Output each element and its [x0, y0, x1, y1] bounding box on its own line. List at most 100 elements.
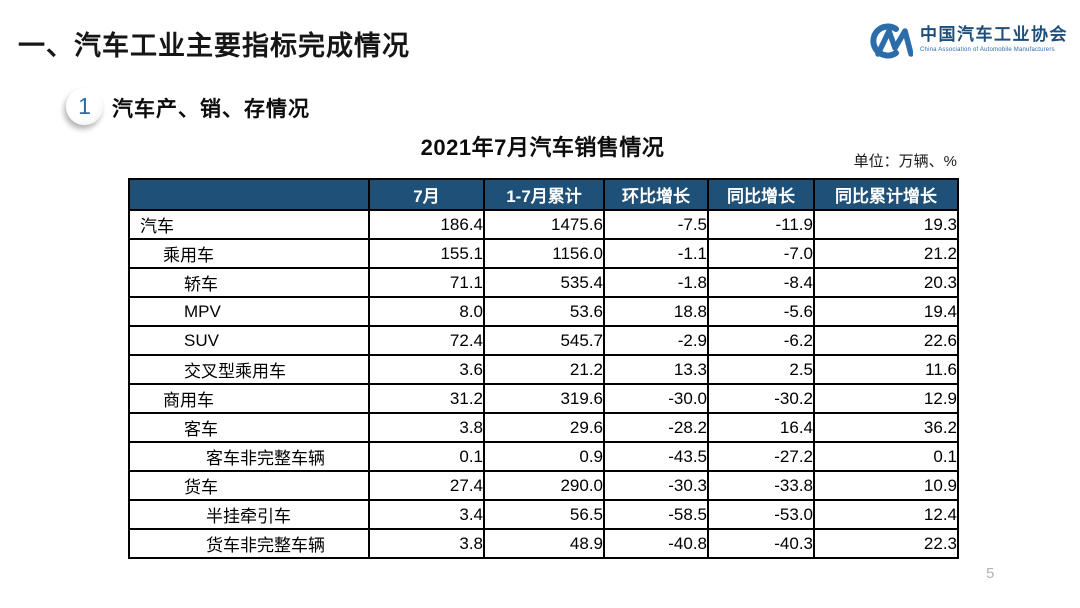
value-cell: 12.4: [813, 499, 959, 530]
row-label: 客车: [128, 412, 370, 443]
value-cell: 3.8: [368, 412, 485, 443]
value-cell: 21.2: [813, 238, 959, 269]
value-cell: 2.5: [707, 354, 815, 385]
unit-label: 单位：万辆、%: [853, 153, 957, 170]
page-number: 5: [986, 565, 995, 582]
value-cell: -43.5: [603, 441, 709, 472]
value-cell: -2.9: [603, 325, 709, 356]
row-label: MPV: [128, 296, 370, 327]
value-cell: 186.4: [368, 209, 485, 240]
table-row: 汽车 186.4 1475.6 -7.5 -11.9 19.3: [128, 209, 959, 240]
row-label: 半挂牵引车: [128, 499, 370, 530]
row-label: 商用车: [128, 383, 370, 414]
row-label: 货车: [128, 470, 370, 501]
value-cell: 0.9: [483, 441, 605, 472]
value-cell: 535.4: [483, 267, 605, 298]
value-cell: 0.1: [813, 441, 959, 472]
value-cell: 27.4: [368, 470, 485, 501]
table-row: SUV 72.4 545.7 -2.9 -6.2 22.6: [128, 325, 959, 356]
value-cell: 13.3: [603, 354, 709, 385]
value-cell: 53.6: [483, 296, 605, 327]
value-cell: -27.2: [707, 441, 815, 472]
value-cell: 22.6: [813, 325, 959, 356]
row-label: 货车非完整车辆: [128, 528, 370, 559]
value-cell: -40.3: [707, 528, 815, 559]
value-cell: -7.5: [603, 209, 709, 240]
value-cell: 20.3: [813, 267, 959, 298]
sales-table: 7月 1-7月累计 环比增长 同比增长 同比累计增长 汽车 186.4 1475.6 -7.5…: [128, 178, 959, 559]
value-cell: 1156.0: [483, 238, 605, 269]
column-header: 同比累计增长: [813, 178, 959, 211]
value-cell: 18.8: [603, 296, 709, 327]
value-cell: -58.5: [603, 499, 709, 530]
value-cell: -1.8: [603, 267, 709, 298]
column-header: 1-7月累计: [483, 178, 605, 211]
value-cell: -7.0: [707, 238, 815, 269]
value-cell: -8.4: [707, 267, 815, 298]
value-cell: 8.0: [368, 296, 485, 327]
value-cell: 3.6: [368, 354, 485, 385]
value-cell: 29.6: [483, 412, 605, 443]
table-row: 客车非完整车辆 0.1 0.9 -43.5 -27.2 0.1: [128, 441, 959, 472]
value-cell: -30.0: [603, 383, 709, 414]
table-row: 交叉型乘用车 3.6 21.2 13.3 2.5 11.6: [128, 354, 959, 385]
value-cell: 56.5: [483, 499, 605, 530]
table-title: 2021年7月汽车销售情况: [420, 135, 665, 160]
logo-name-cn: 中国汽车工业协会: [920, 25, 1068, 44]
value-cell: 19.4: [813, 296, 959, 327]
value-cell: 545.7: [483, 325, 605, 356]
value-cell: 21.2: [483, 354, 605, 385]
logo-name-en: China Association of Automobile Manufact…: [920, 47, 1055, 53]
value-cell: 3.8: [368, 528, 485, 559]
table-row: MPV 8.0 53.6 18.8 -5.6 19.4: [128, 296, 959, 327]
table-body: 汽车 186.4 1475.6 -7.5 -11.9 19.3 乘用车 155.1 1156.0…: [128, 209, 959, 559]
table-row: 货车非完整车辆 3.8 48.9 -40.8 -40.3 22.3: [128, 528, 959, 559]
section-title: 汽车产、销、存情况: [112, 98, 310, 121]
value-cell: 12.9: [813, 383, 959, 414]
value-cell: 72.4: [368, 325, 485, 356]
row-label: SUV: [128, 325, 370, 356]
value-cell: 71.1: [368, 267, 485, 298]
row-label: 轿车: [128, 267, 370, 298]
value-cell: 1475.6: [483, 209, 605, 240]
table-row: 客车 3.8 29.6 -28.2 16.4 36.2: [128, 412, 959, 443]
row-label: 客车非完整车辆: [128, 441, 370, 472]
section-number: 1: [78, 93, 91, 119]
column-header: 7月: [368, 178, 485, 211]
row-label: 交叉型乘用车: [128, 354, 370, 385]
value-cell: 155.1: [368, 238, 485, 269]
table-header-row: 7月 1-7月累计 环比增长 同比增长 同比累计增长: [128, 178, 959, 211]
value-cell: -6.2: [707, 325, 815, 356]
value-cell: -5.6: [707, 296, 815, 327]
value-cell: -28.2: [603, 412, 709, 443]
value-cell: -1.1: [603, 238, 709, 269]
column-header: 同比增长: [707, 178, 815, 211]
value-cell: -40.8: [603, 528, 709, 559]
value-cell: -53.0: [707, 499, 815, 530]
row-label: 乘用车: [128, 238, 370, 269]
value-cell: 48.9: [483, 528, 605, 559]
table-row: 商用车 31.2 319.6 -30.0 -30.2 12.9: [128, 383, 959, 414]
value-cell: -30.2: [707, 383, 815, 414]
value-cell: -33.8: [707, 470, 815, 501]
value-cell: 19.3: [813, 209, 959, 240]
column-header: [128, 178, 370, 211]
value-cell: -30.3: [603, 470, 709, 501]
column-header: 环比增长: [603, 178, 709, 211]
row-label: 汽车: [128, 209, 370, 240]
value-cell: 16.4: [707, 412, 815, 443]
logo: 中国汽车工业协会 China Association of Automobile…: [861, 20, 1068, 59]
table-row: 半挂牵引车 3.4 56.5 -58.5 -53.0 12.4: [128, 499, 959, 530]
value-cell: 36.2: [813, 412, 959, 443]
page-title: 一、汽车工业主要指标完成情况: [18, 31, 410, 61]
cam-logo-icon: [870, 23, 913, 59]
value-cell: 22.3: [813, 528, 959, 559]
logo-text: 中国汽车工业协会 China Association of Automobile…: [920, 20, 1068, 53]
value-cell: 3.4: [368, 499, 485, 530]
value-cell: -11.9: [707, 209, 815, 240]
value-cell: 290.0: [483, 470, 605, 501]
section-number-badge: 1: [66, 88, 103, 125]
table-row: 乘用车 155.1 1156.0 -1.1 -7.0 21.2: [128, 238, 959, 269]
value-cell: 319.6: [483, 383, 605, 414]
